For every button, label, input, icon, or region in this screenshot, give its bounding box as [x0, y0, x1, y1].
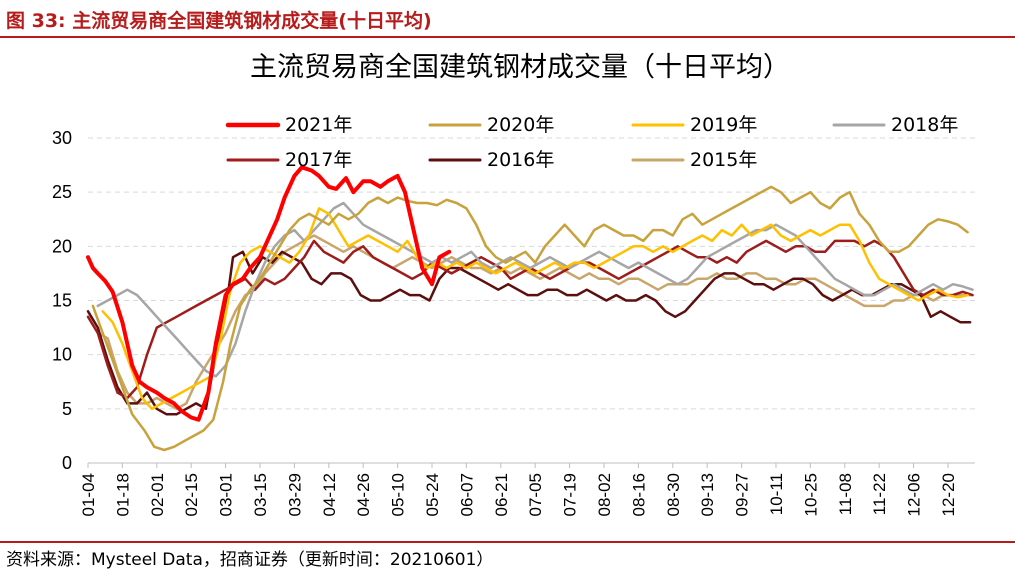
x-tick-label: 03-01	[217, 473, 236, 516]
legend-label: 2020年	[487, 114, 554, 136]
x-tick-label: 02-15	[182, 473, 201, 516]
x-tick-label: 11-08	[836, 473, 855, 515]
x-tick-label: 11-22	[870, 473, 889, 515]
legend-item: 2019年	[631, 114, 757, 136]
series-line-2018年	[96, 201, 974, 378]
footer-rule	[0, 541, 1015, 543]
y-tick-label: 10	[52, 345, 72, 365]
legend-item: 2015年	[631, 149, 757, 171]
grid-lines	[88, 137, 975, 464]
legend-label: 2018年	[891, 114, 958, 136]
x-tick-label: 09-13	[698, 473, 717, 516]
series-line-2021年	[86, 165, 452, 422]
x-tick-label: 05-24	[423, 473, 442, 516]
x-tick-label: 01-04	[79, 473, 98, 516]
y-tick-label: 5	[62, 399, 72, 419]
y-tick-label: 15	[52, 291, 72, 311]
y-tick-label: 30	[52, 128, 72, 148]
y-tick-label: 25	[52, 182, 72, 202]
figure-header: 图 33: 主流贸易商全国建筑钢材成交量(十日平均)	[0, 0, 1015, 38]
legend-item: 2020年	[428, 114, 554, 136]
x-tick-label: 07-05	[526, 473, 545, 516]
x-tick-label: 10-11	[767, 473, 786, 515]
x-tick-label: 07-19	[561, 473, 580, 516]
y-tick-label: 20	[52, 236, 72, 256]
legend: 2021年 2020年 2019年 2018年 2017年 2016年 2015年	[225, 114, 958, 171]
chart-title: 主流贸易商全国建筑钢材成交量（十日平均）	[250, 52, 790, 83]
x-tick-label: 09-27	[733, 473, 752, 516]
x-tick-label: 06-07	[457, 473, 476, 516]
x-tick-label: 02-01	[148, 473, 167, 516]
y-tick-label: 0	[62, 453, 72, 473]
header-rule	[0, 36, 1015, 38]
x-tick-label: 04-26	[354, 473, 373, 516]
series-line-2015年	[96, 234, 974, 411]
legend-label: 2019年	[690, 114, 757, 136]
legend-label: 2017年	[285, 149, 352, 171]
x-tick-label: 08-30	[664, 473, 683, 516]
legend-item: 2016年	[428, 149, 554, 171]
legend-label: 2021年	[285, 114, 352, 136]
x-tick-label: 01-18	[113, 473, 132, 516]
x-tick-label: 08-02	[595, 473, 614, 516]
legend-label: 2015年	[690, 149, 757, 171]
legend-item: 2017年	[226, 149, 352, 171]
figure-label: 图 33: 主流贸易商全国建筑钢材成交量(十日平均)	[6, 10, 432, 32]
x-tick-label: 10-25	[801, 473, 820, 516]
series-line-2020年	[91, 185, 969, 452]
x-tick-label: 12-20	[939, 473, 958, 516]
x-tick-label: 08-16	[629, 473, 648, 516]
x-tick-label: 12-06	[905, 473, 924, 516]
series-lines	[86, 165, 974, 452]
x-tick-label: 03-29	[285, 473, 304, 516]
series-line-2016年	[86, 250, 972, 416]
source-note: 资料来源：Mysteel Data，招商证券（更新时间：20210601）	[6, 550, 494, 570]
x-tick-label: 06-21	[492, 473, 511, 516]
legend-item: 2018年	[832, 114, 958, 136]
legend-item: 2021年	[225, 114, 352, 136]
x-tick-label: 03-15	[251, 473, 270, 516]
x-tick-label: 04-12	[320, 473, 339, 516]
series-line-2019年	[101, 207, 969, 411]
y-axis-ticks: 0 5 10 15 20 25 30	[52, 128, 72, 473]
x-tick-label: 05-10	[389, 473, 408, 516]
legend-label: 2016年	[487, 149, 554, 171]
x-axis-ticks: 01-04 01-18 02-01 02-15 03-01 03-15 03-29 04-12…	[79, 463, 958, 516]
